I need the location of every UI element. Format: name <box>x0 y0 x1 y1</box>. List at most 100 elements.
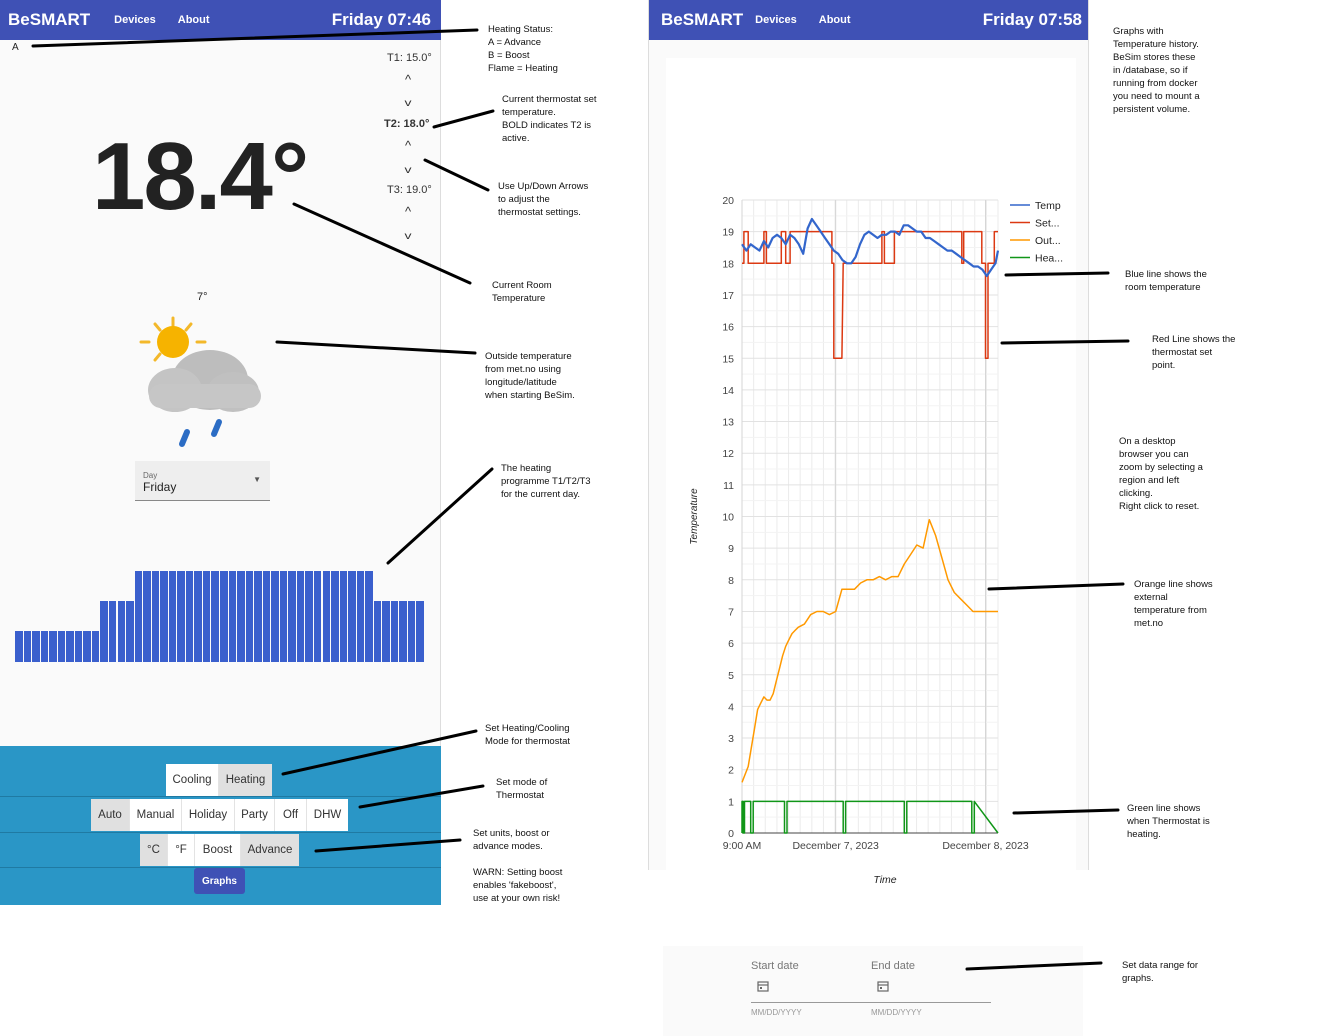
program-slot-bar[interactable] <box>15 631 23 662</box>
program-slot-bar[interactable] <box>49 631 57 662</box>
units-boost-group: °C °F Boost Advance <box>140 834 299 866</box>
t3-down-arrow-icon[interactable]: v <box>404 231 412 242</box>
program-slot-bar[interactable] <box>202 571 211 662</box>
program-slot-bar[interactable] <box>339 571 348 662</box>
program-slot-bar[interactable] <box>177 571 185 662</box>
left-app-bar: BeSMART Devices About Friday 07:46 <box>0 0 441 40</box>
cooling-button[interactable]: Cooling <box>166 764 219 796</box>
program-slot-bar[interactable] <box>57 631 66 662</box>
program-slot-bar[interactable] <box>390 601 399 662</box>
t2-up-arrow-icon[interactable]: ^ <box>404 138 412 153</box>
program-slot-bar[interactable] <box>407 601 416 662</box>
program-slot-bar[interactable] <box>245 571 254 662</box>
program-slot-bar[interactable] <box>40 631 49 662</box>
program-slot-bar[interactable] <box>331 571 339 662</box>
dhw-button[interactable]: DHW <box>307 799 348 831</box>
graphs-button[interactable]: Graphs <box>194 868 245 894</box>
program-slot-bar[interactable] <box>185 571 194 662</box>
end-date-input[interactable] <box>871 1002 991 1003</box>
legend-label[interactable]: Set... <box>1035 218 1060 230</box>
calendar-icon[interactable] <box>757 980 769 992</box>
program-slot-bar[interactable] <box>416 601 424 662</box>
program-slot-bar[interactable] <box>91 631 100 662</box>
program-slot-bar[interactable] <box>83 631 91 662</box>
day-select[interactable]: Day Friday ▼ <box>135 461 270 501</box>
program-slot-bar[interactable] <box>305 571 313 662</box>
nav-about[interactable]: About <box>177 14 210 26</box>
program-slot-bar[interactable] <box>399 601 407 662</box>
t3-up-arrow-icon[interactable]: ^ <box>404 204 412 219</box>
y-tick-label: 6 <box>728 638 734 650</box>
program-slot-bar[interactable] <box>134 571 143 662</box>
program-slot-bar[interactable] <box>382 601 390 662</box>
legend-label[interactable]: Out... <box>1035 235 1061 247</box>
program-slot-bar[interactable] <box>365 571 373 662</box>
nav-devices[interactable]: Devices <box>114 14 156 26</box>
calendar-icon[interactable] <box>877 980 889 992</box>
manual-button[interactable]: Manual <box>130 799 182 831</box>
t1-down-arrow-icon[interactable]: v <box>404 98 412 109</box>
program-slot-bar[interactable] <box>288 571 296 662</box>
brand-title[interactable]: BeSMART <box>661 10 744 29</box>
program-slot-bar[interactable] <box>271 571 279 662</box>
program-slot-bar[interactable] <box>296 571 305 662</box>
program-slot-bar[interactable] <box>356 571 365 662</box>
program-slot-bar[interactable] <box>211 571 219 662</box>
holiday-button[interactable]: Holiday <box>182 799 235 831</box>
program-slot-bar[interactable] <box>23 631 32 662</box>
divider <box>0 796 441 797</box>
boost-button[interactable]: Boost <box>195 834 241 866</box>
program-slot-bar[interactable] <box>66 631 74 662</box>
series-line-outside[interactable] <box>741 518 998 783</box>
program-slot-bar[interactable] <box>220 571 228 662</box>
program-slot-bar[interactable] <box>348 571 356 662</box>
program-slot-bar[interactable] <box>74 631 83 662</box>
program-slot-bar[interactable] <box>228 571 237 662</box>
program-slot-bar[interactable] <box>254 571 262 662</box>
program-slot-bar[interactable] <box>100 601 108 662</box>
fahrenheit-button[interactable]: °F <box>168 834 195 866</box>
program-slot-bar[interactable] <box>151 571 160 662</box>
nav-about[interactable]: About <box>818 14 851 26</box>
brand-title[interactable]: BeSMART <box>8 10 91 29</box>
legend-label[interactable]: Hea... <box>1035 253 1063 265</box>
auto-button[interactable]: Auto <box>91 799 130 831</box>
y-tick-label: 18 <box>722 258 734 270</box>
celsius-button[interactable]: °C <box>140 834 168 866</box>
clock: Friday 07:58 <box>982 10 1082 29</box>
note-green-line: Green line shows when Thermostat is heat… <box>1127 803 1210 840</box>
program-slot-bar[interactable] <box>279 571 288 662</box>
day-select-caption: Day <box>143 471 158 480</box>
note-zoom: On a desktop browser you can zoom by sel… <box>1119 436 1203 512</box>
program-slot-bar[interactable] <box>126 601 134 662</box>
legend-label[interactable]: Temp <box>1035 200 1061 212</box>
program-slot-bar[interactable] <box>194 571 202 662</box>
series-line-setpoint[interactable] <box>742 230 998 360</box>
heating-button[interactable]: Heating <box>219 764 272 796</box>
program-slot-bar[interactable] <box>237 571 245 662</box>
y-tick-label: 7 <box>728 606 734 618</box>
t1-up-arrow-icon[interactable]: ^ <box>404 72 412 87</box>
program-slot-bar[interactable] <box>168 571 177 662</box>
nav-devices[interactable]: Devices <box>755 14 797 26</box>
program-slot-bar[interactable] <box>108 601 117 662</box>
program-slot-bar[interactable] <box>117 601 126 662</box>
program-slot-bar[interactable] <box>313 571 322 662</box>
date-range-area: Start date MM/DD/YYYY End date MM/DD/YYY… <box>663 946 1083 1036</box>
t2-down-arrow-icon[interactable]: v <box>404 165 412 176</box>
y-tick-label: 0 <box>728 828 734 840</box>
party-button[interactable]: Party <box>235 799 275 831</box>
series-line-heating[interactable] <box>741 800 999 834</box>
start-date-input[interactable] <box>751 1002 871 1003</box>
program-slot-bar[interactable] <box>322 571 331 662</box>
program-slot-bar[interactable] <box>160 571 168 662</box>
series-line-temp[interactable] <box>741 217 1000 278</box>
advance-button[interactable]: Advance <box>241 834 299 866</box>
program-slot-bar[interactable] <box>262 571 271 662</box>
program-slot-bar[interactable] <box>32 631 40 662</box>
program-slot-bar[interactable] <box>143 571 151 662</box>
temperature-history-chart[interactable]: 0 1 2 3 4 5 6 7 8 9 10 11 12 13 14 15 16 17 18 19 20 9:00 AM D… <box>666 180 1076 900</box>
program-slot-bar[interactable] <box>373 601 382 662</box>
off-button[interactable]: Off <box>275 799 307 831</box>
